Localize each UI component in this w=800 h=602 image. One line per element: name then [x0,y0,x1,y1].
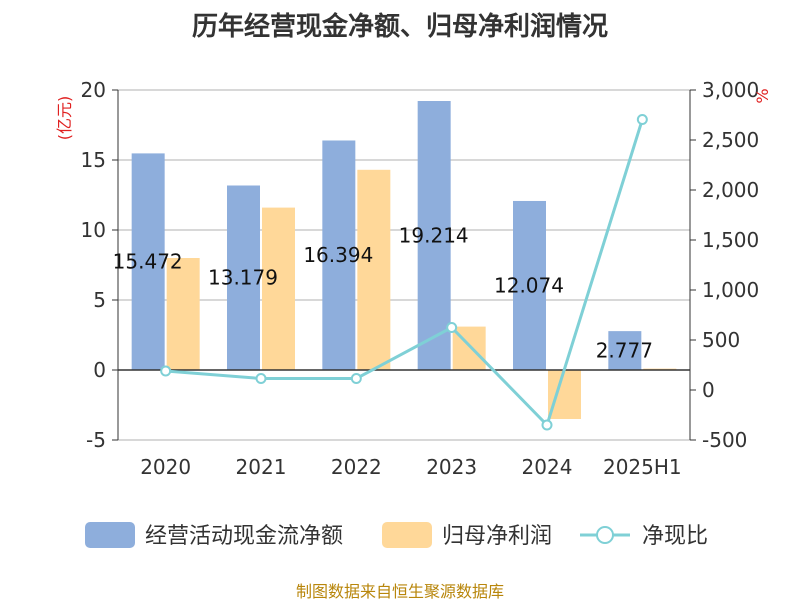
legend-label: 经营活动现金流净额 [145,524,343,549]
data-label: 19.214 [399,224,469,248]
bar-cash-flow [322,140,356,370]
bar-net-profit [166,258,200,370]
legend-label: 净现比 [642,524,708,549]
y-right-unit: % [753,88,772,103]
legend-marker [596,526,614,544]
bar-net-profit [357,169,391,370]
data-label: 2.777 [596,339,653,363]
bars-layer [131,101,677,419]
y-left-tick-label: -5 [86,428,106,452]
line-point [446,322,458,333]
y-right-tick-label: 2,500 [702,128,759,152]
legend: 经营活动现金流净额 归母净利润 净现比 [85,522,708,549]
labels-layer: 15.472 13.179 16.394 19.214 12.074 2.777 [113,224,653,363]
line-net-cash-ratio [165,119,644,428]
y-right-tick-label: -500 [702,428,747,452]
line-point [541,419,553,431]
legend-swatch [85,522,135,548]
y-left-tick-label: 10 [81,218,106,242]
x-tick-label: 2024 [522,455,573,479]
y-left-tick-label: 5 [93,288,106,312]
x-tick-label: 2022 [331,455,382,479]
x-tick-label: 2020 [140,455,191,479]
data-label: 13.179 [208,266,278,290]
axes-layer: -5 0 5 10 15 20 -500 0 500 1,000 1,500 2,000 2,500 3,… [55,78,772,479]
y-left-unit: (亿元) [55,96,74,141]
line-layer [160,114,648,431]
y-left-tick-label: 20 [81,78,106,102]
bar-cash-flow [513,200,546,370]
bar-cash-flow [131,153,165,370]
legend-label: 归母净利润 [442,524,552,549]
line-point [160,365,172,377]
data-label: 16.394 [303,243,373,267]
y-right-tick-label: 1,000 [702,278,759,302]
bar-cash-flow [417,101,451,370]
y-right-tick-label: 2,000 [702,178,759,202]
x-tick-label: 2021 [236,455,287,479]
line-point [636,114,648,125]
bar-net-profit [548,370,581,419]
y-right-tick-label: 3,000 [702,78,759,102]
source-footer: 制图数据来自恒生聚源数据库 [295,582,504,601]
bar-net-profit [262,207,295,370]
bar-cash-flow [227,185,260,370]
bar-cash-flow [608,331,642,370]
y-right-tick-label: 500 [702,328,740,352]
line-point [255,373,267,384]
grid-layer [118,89,690,441]
y-right-tick-label: 1,500 [702,228,759,252]
data-label: 15.472 [113,250,183,274]
y-left-tick-label: 15 [81,148,106,172]
line-point [350,373,362,384]
data-label: 12.074 [494,273,564,297]
y-left-tick-label: 0 [93,358,106,382]
x-tick-label: 2023 [426,455,477,479]
y-right-tick-label: 0 [702,378,715,402]
x-tick-label: 2025H1 [603,455,682,479]
legend-swatch [382,522,432,548]
chart-title: 历年经营现金净额、归母净利润情况 [191,12,608,42]
